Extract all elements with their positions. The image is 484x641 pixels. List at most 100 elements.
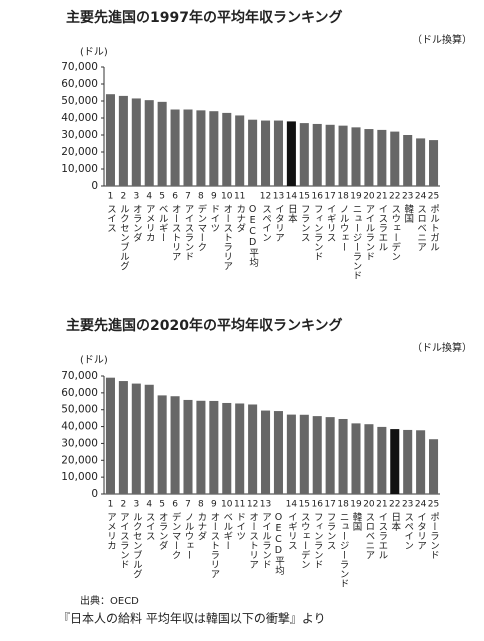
bar xyxy=(273,411,283,494)
x-tick-label: フィンランド xyxy=(312,512,323,569)
x-tick-label: デンマーク xyxy=(170,511,182,559)
bar xyxy=(183,109,193,186)
bar xyxy=(209,400,219,494)
bar xyxy=(183,399,193,494)
x-tick-label: イスラエル xyxy=(376,204,388,252)
x-tick-label: 韓国 xyxy=(402,204,414,224)
bar xyxy=(144,384,154,494)
x-tick-label: ポーランド xyxy=(428,512,440,560)
rank-label: 1 xyxy=(108,500,114,510)
source: 出典：OECD xyxy=(80,594,139,607)
rank-label: 13 xyxy=(260,500,271,510)
rank-label: 14 xyxy=(286,192,298,202)
rank-label: 16 xyxy=(312,192,324,202)
rank-label: 19 xyxy=(350,192,362,202)
bar xyxy=(209,111,219,186)
rank-label: 24 xyxy=(415,500,427,510)
bar xyxy=(235,115,245,186)
rank-label: 4 xyxy=(146,500,152,510)
rank-label: 2 xyxy=(121,192,127,202)
x-tick-label: 韓国 xyxy=(351,512,363,532)
x-tick-label: スイス xyxy=(144,512,156,541)
x-tick-label: ニュージーランド xyxy=(338,512,350,588)
x-tick-label: スウェーデン xyxy=(389,204,401,261)
bar xyxy=(299,123,309,186)
unit-note: （ドル換算） xyxy=(412,341,472,354)
bar xyxy=(235,403,245,494)
chart-title: 主要先進国の1997年の平均年収ランキング xyxy=(66,9,343,26)
x-tick-label: 日本 xyxy=(389,512,401,532)
x-tick-label: オーストリア xyxy=(247,512,259,569)
x-tick-label: アイルランド xyxy=(363,204,375,261)
y-tick-label: 60,000 xyxy=(61,387,98,399)
bar xyxy=(170,109,180,186)
bar xyxy=(325,417,335,494)
bar xyxy=(222,112,232,186)
rank-label: 23 xyxy=(402,500,413,510)
bar xyxy=(312,416,322,494)
rank-label: 16 xyxy=(312,500,324,510)
rank-label: 8 xyxy=(198,192,204,202)
rank-label: 20 xyxy=(363,500,375,510)
y-axis-label: (ドル) xyxy=(80,47,108,58)
rank-label: 9 xyxy=(211,192,217,202)
bar xyxy=(364,424,374,494)
rank-label: 5 xyxy=(159,192,165,202)
rank-label: 12 xyxy=(247,500,258,510)
rank-label: 19 xyxy=(350,500,362,510)
rank-label: 22 xyxy=(389,192,400,202)
x-tick-label: カナダ xyxy=(234,204,246,233)
x-tick-label: ポルトガル xyxy=(428,204,440,252)
bar xyxy=(338,125,348,186)
rank-label: 6 xyxy=(172,192,178,202)
rank-label: 3 xyxy=(133,192,139,202)
x-tick-label: アメリカ xyxy=(105,512,116,550)
rank-label: 11 xyxy=(234,192,245,202)
bar xyxy=(170,396,180,494)
x-tick-label: オランダ xyxy=(131,204,143,242)
x-tick-label: ニュージーランド xyxy=(351,204,363,280)
x-tick-label: ノルウェー xyxy=(338,204,350,252)
rank-label: 23 xyxy=(402,192,413,202)
bar xyxy=(390,131,400,186)
x-tick-label: ベルギー xyxy=(221,512,233,550)
x-tick-label: スイス xyxy=(105,204,117,233)
y-tick-label: 30,000 xyxy=(61,437,98,449)
x-tick-label: オーストラリア xyxy=(208,512,220,579)
y-tick-label: 60,000 xyxy=(61,78,98,90)
bar xyxy=(390,429,400,494)
bar xyxy=(131,383,141,494)
x-tick-label: オーストラリア xyxy=(221,204,233,271)
bar xyxy=(196,400,206,494)
x-tick-label: カナダ xyxy=(195,512,207,541)
rank-label: 11 xyxy=(234,500,245,510)
x-tick-label: スロベニア xyxy=(363,512,375,560)
bar xyxy=(377,129,387,186)
rank-label: 18 xyxy=(337,192,349,202)
x-tick-label: ルクセンブルグ xyxy=(118,204,130,271)
y-tick-label: 30,000 xyxy=(61,129,98,141)
bar xyxy=(364,129,374,186)
rank-label: 22 xyxy=(389,500,400,510)
caption: 『日本人の給料 平均年収は韓国以下の衝撃』より xyxy=(58,611,326,626)
bar xyxy=(273,120,283,186)
bar xyxy=(403,429,413,494)
y-axis-label: (ドル) xyxy=(80,355,108,366)
x-tick-label: オランダ xyxy=(157,512,169,550)
bar xyxy=(144,100,154,186)
bar xyxy=(429,439,439,494)
x-tick-label: デンマーク xyxy=(195,203,207,251)
y-tick-label: 50,000 xyxy=(61,404,98,416)
rank-label: 18 xyxy=(337,500,349,510)
bar xyxy=(105,377,115,494)
bar xyxy=(248,404,258,494)
y-tick-label: 70,000 xyxy=(61,61,98,73)
x-tick-label: スペイン xyxy=(260,204,272,242)
x-tick-label: アイスランド xyxy=(183,204,195,261)
rank-label: 25 xyxy=(428,192,439,202)
rank-label: 21 xyxy=(376,192,387,202)
rank-label: 15 xyxy=(299,500,310,510)
bar xyxy=(351,127,361,186)
bar xyxy=(403,135,413,186)
bar xyxy=(261,120,271,186)
